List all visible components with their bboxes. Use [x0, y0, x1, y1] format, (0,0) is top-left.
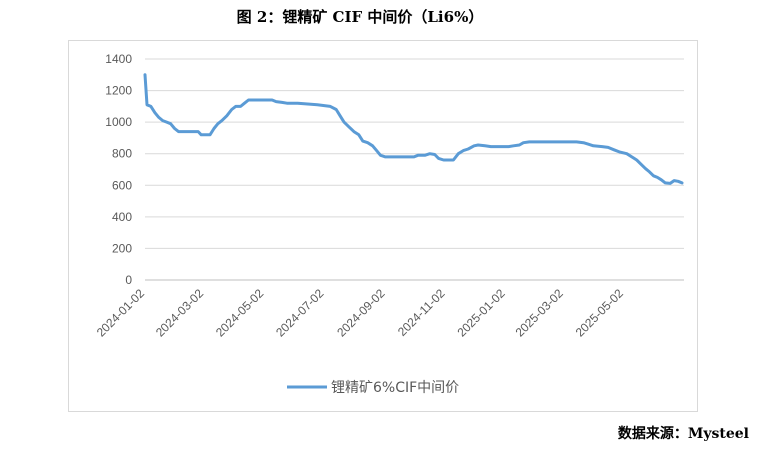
x-tick-label: 2024-11-02	[395, 286, 448, 339]
y-tick-label: 1400	[105, 52, 132, 66]
y-tick-label: 800	[112, 147, 132, 161]
x-tick-label: 2024-03-02	[153, 286, 207, 340]
series-line	[143, 73, 684, 185]
x-tick-label: 2024-09-02	[334, 286, 388, 340]
x-tick-label: 2025-03-02	[513, 286, 567, 340]
y-tick-label: 1000	[105, 115, 132, 129]
x-tick-label: 2025-05-02	[573, 286, 627, 340]
chart-title: 图 2：锂精矿 CIF 中间价（Li6%）	[236, 8, 484, 26]
x-tick-label: 2024-05-02	[213, 286, 267, 340]
y-tick-label: 0	[125, 273, 132, 287]
data-source: 数据来源：Mysteel	[617, 426, 749, 442]
x-tick-label: 2024-01-02	[94, 286, 148, 340]
y-tick-label: 600	[112, 178, 132, 192]
x-tick-label: 2025-01-02	[454, 286, 508, 340]
y-tick-label: 400	[112, 210, 132, 224]
chart-frame	[68, 40, 698, 412]
legend-label: 锂精矿6%CIF中间价	[331, 380, 459, 396]
x-tick-label: 2024-07-02	[273, 286, 327, 340]
y-tick-label: 1200	[105, 84, 132, 98]
y-tick-label: 200	[112, 241, 132, 255]
